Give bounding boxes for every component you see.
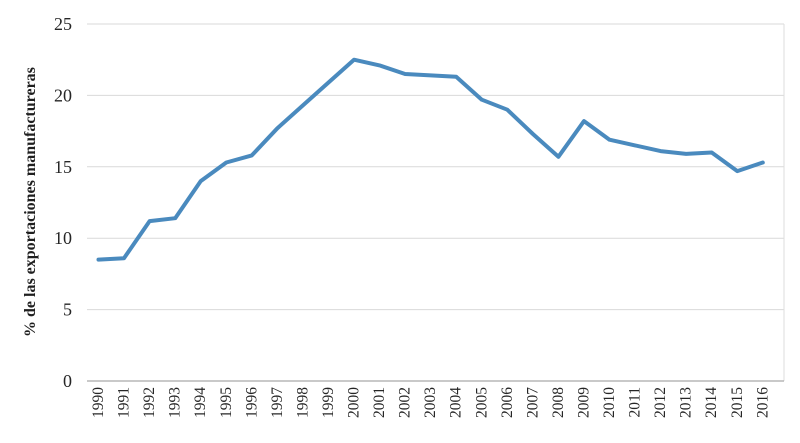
x-tick-label: 1994: [192, 387, 209, 418]
y-tick-label: 20: [54, 85, 72, 105]
x-tick-label: 1998: [294, 387, 311, 418]
x-tick-label: 2009: [575, 387, 592, 418]
x-tick-label: 1993: [167, 387, 184, 418]
y-tick-label: 15: [54, 157, 72, 177]
x-tick-label: 2002: [397, 387, 414, 418]
x-tick-label: 2000: [346, 387, 363, 418]
x-tick-label: 2014: [703, 387, 720, 418]
x-tick-label: 2011: [627, 387, 644, 417]
y-tick-label: 25: [54, 14, 72, 34]
x-tick-label: 2016: [754, 387, 771, 418]
y-tick-label: 5: [63, 300, 72, 320]
x-tick-label: 1990: [90, 387, 107, 418]
x-tick-label: 2007: [524, 387, 541, 418]
data-series-line: [96, 57, 765, 262]
y-tick-label: 10: [54, 228, 72, 248]
x-tick-label: 2006: [499, 387, 516, 418]
x-tick-label: 2015: [729, 387, 746, 418]
x-tick-label: 1996: [243, 387, 260, 418]
x-tick-label: 1999: [320, 387, 337, 418]
x-tick-label: 2001: [371, 387, 388, 418]
x-tick-label: 2013: [678, 387, 695, 418]
x-tick-label: 2008: [550, 387, 567, 418]
x-tick-label: 2012: [652, 387, 669, 418]
y-tick-label: 0: [63, 371, 72, 391]
x-tick-label: 2010: [601, 387, 618, 418]
x-tick-label: 1997: [269, 387, 286, 418]
x-tick-label: 2005: [473, 387, 490, 418]
x-tick-label: 1995: [218, 387, 235, 418]
x-tick-label: 1992: [141, 387, 158, 418]
x-tick-label: 1991: [116, 387, 133, 418]
x-tick-label: 2003: [422, 387, 439, 418]
x-tick-label: 2004: [448, 387, 465, 418]
